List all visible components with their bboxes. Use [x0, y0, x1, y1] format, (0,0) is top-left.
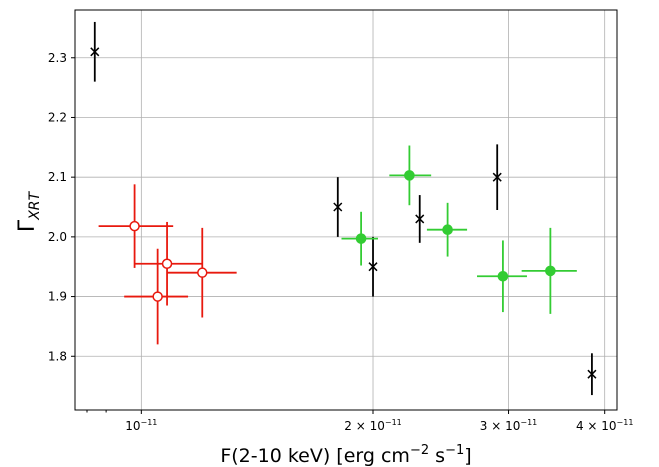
x-marker — [415, 214, 425, 224]
x-marker — [90, 47, 100, 57]
x-marker — [587, 369, 597, 379]
data-point — [98, 184, 174, 268]
data-point — [341, 211, 378, 266]
open-circle-marker — [129, 220, 140, 232]
data-point — [90, 21, 100, 82]
y-tick-label: 2.3 — [48, 51, 67, 65]
data-point — [124, 248, 189, 345]
plot-frame — [74, 9, 618, 411]
filled-circle-marker — [404, 170, 415, 181]
open-circle-marker — [152, 291, 163, 302]
axes: 1.8 1.9 2.0 2.1 2.2 2.3 10−11 2 × 10−11 3 × 10−1… — [48, 51, 634, 433]
x-tick-label: 10−11 — [125, 418, 157, 433]
filled-circle-marker — [497, 270, 509, 282]
open-circle-marker — [161, 258, 173, 269]
data-point — [477, 240, 527, 313]
data-series — [90, 21, 597, 396]
x-tick-label: 2 × 10−11 — [344, 418, 401, 433]
data-point — [368, 236, 378, 297]
data-point — [415, 195, 425, 243]
y-tick-label: 2.2 — [48, 110, 67, 124]
y-tick-label: 2.0 — [48, 230, 67, 244]
filled-circle-marker — [545, 265, 556, 277]
x-marker — [333, 202, 343, 212]
x-marker — [368, 262, 378, 272]
data-point — [389, 145, 432, 206]
data-point — [426, 202, 468, 257]
x-tick-label: 3 × 10−11 — [480, 418, 537, 433]
x-axis-title: F(2-10 keV) [erg cm−2 s−1] — [220, 443, 471, 467]
y-tick-label: 1.8 — [48, 349, 67, 363]
grid — [75, 10, 617, 410]
data-point — [492, 144, 502, 210]
filled-circle-marker — [355, 233, 367, 244]
data-point — [134, 221, 203, 306]
data-point — [167, 227, 237, 318]
y-tick-label: 1.9 — [48, 290, 67, 304]
x-tick-label: 4 × 10−11 — [576, 418, 633, 433]
data-point — [521, 227, 577, 314]
data-point — [587, 353, 597, 396]
open-circle-marker — [197, 267, 208, 278]
x-marker — [492, 172, 502, 182]
y-axis-title: ΓXRT — [15, 190, 43, 232]
data-point — [333, 177, 343, 237]
y-tick-label: 2.1 — [48, 170, 67, 184]
filled-circle-marker — [442, 224, 453, 236]
